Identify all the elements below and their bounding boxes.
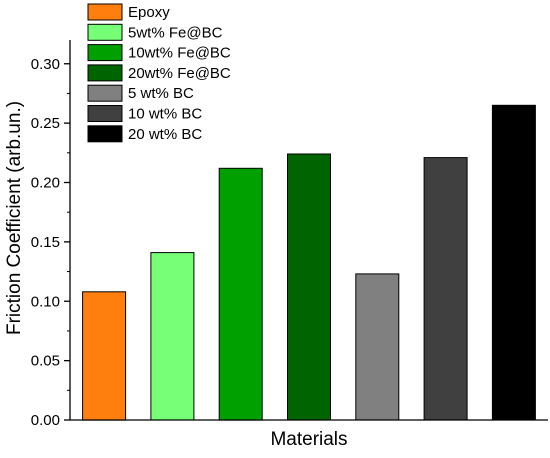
y-tick-label: 0.05 [31,353,60,370]
bar-2 [150,252,195,421]
legend-swatch-3 [87,44,123,62]
y-tick-label: 0.30 [31,56,60,73]
legend-label-2: 5wt% Fe@BC [128,24,223,41]
bar-7 [491,104,536,421]
bars-layer [82,104,536,421]
bar-4 [287,153,331,421]
y-axis-title: Friction Coefficient (arb.un.) [4,101,25,335]
legend: Epoxy 5wt% Fe@BC 10wt% Fe@BC 20wt% Fe@BC 5 w… [87,3,231,143]
y-tick-label: 0.15 [31,234,60,251]
y-tick-label: 0.20 [31,175,60,192]
axes-layer: 0.00 0.05 0.10 0.15 0.20 0.25 0.30 [31,40,548,429]
legend-swatch-2 [87,23,123,41]
bar-1 [82,291,127,421]
bar-5 [355,273,400,421]
legend-swatch-6 [87,105,123,122]
bar-3 [218,167,263,421]
legend-label-4: 20wt% Fe@BC [128,65,231,82]
legend-swatch-1 [87,3,123,21]
y-tick-label: 0.10 [31,293,60,310]
legend-label-6: 10 wt% BC [128,106,202,123]
y-tick-label: 0.00 [31,412,60,429]
legend-label-5: 5 wt% BC [128,85,194,102]
bar-6 [423,157,468,421]
legend-label-3: 10wt% Fe@BC [128,45,231,62]
legend-label-7: 20 wt% BC [128,126,202,143]
x-axis-title: Materials [270,429,347,450]
legend-swatch-4 [87,64,123,82]
legend-swatch-5 [87,84,123,102]
legend-swatch-7 [87,125,123,143]
legend-label-1: Epoxy [128,4,170,21]
y-tick-label: 0.25 [31,115,60,132]
